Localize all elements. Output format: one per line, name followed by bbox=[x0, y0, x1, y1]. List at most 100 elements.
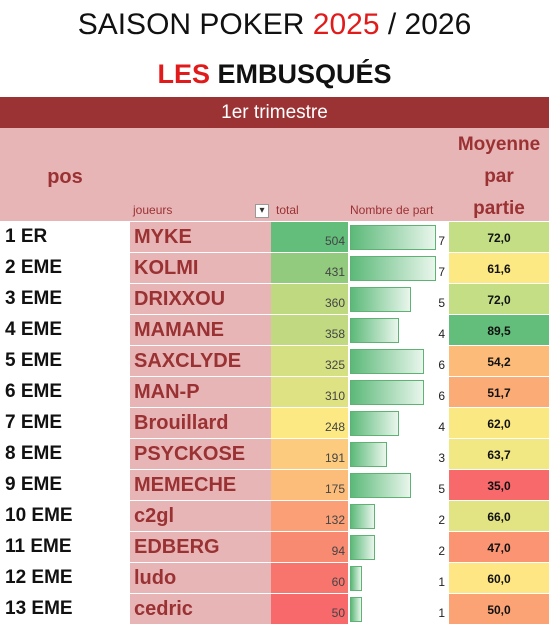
rank-cell[interactable]: 5 EME bbox=[0, 346, 130, 376]
parts-cell[interactable]: 5 bbox=[348, 470, 449, 500]
parts-cell[interactable]: 4 bbox=[348, 408, 449, 438]
parts-value: 1 bbox=[438, 606, 445, 620]
average-cell[interactable]: 35,0 bbox=[449, 470, 549, 500]
rank-cell[interactable]: 7 EME bbox=[0, 408, 130, 438]
total-cell[interactable]: 60 bbox=[271, 563, 348, 593]
rank-cell[interactable]: 13 EME bbox=[0, 594, 130, 624]
parts-databar bbox=[350, 442, 387, 467]
average-cell[interactable]: 72,0 bbox=[449, 284, 549, 314]
rank-cell[interactable]: 9 EME bbox=[0, 470, 130, 500]
total-cell[interactable]: 431 bbox=[271, 253, 348, 283]
parts-cell[interactable]: 2 bbox=[348, 501, 449, 531]
total-cell[interactable]: 325 bbox=[271, 346, 348, 376]
parts-value: 7 bbox=[438, 234, 445, 248]
player-name-cell[interactable]: MYKE bbox=[130, 222, 271, 252]
total-cell[interactable]: 504 bbox=[271, 222, 348, 252]
player-name-cell[interactable]: MEMECHE bbox=[130, 470, 271, 500]
header-joueurs[interactable]: joueurs ▾ bbox=[130, 128, 271, 221]
rank-cell[interactable]: 2 EME bbox=[0, 253, 130, 283]
rank-cell[interactable]: 8 EME bbox=[0, 439, 130, 469]
player-name-cell[interactable]: c2gl bbox=[130, 501, 271, 531]
table-row: 1 ER MYKE 504 7 72,0 bbox=[0, 221, 549, 252]
player-name-cell[interactable]: Brouillard bbox=[130, 408, 271, 438]
average-cell[interactable]: 54,2 bbox=[449, 346, 549, 376]
parts-cell[interactable]: 1 bbox=[348, 563, 449, 593]
total-cell[interactable]: 360 bbox=[271, 284, 348, 314]
parts-databar bbox=[350, 597, 362, 622]
title-year-end: / 2026 bbox=[379, 8, 472, 41]
average-cell[interactable]: 51,7 bbox=[449, 377, 549, 407]
player-name-cell[interactable]: DRIXXOU bbox=[130, 284, 271, 314]
average-cell[interactable]: 60,0 bbox=[449, 563, 549, 593]
header-parts[interactable]: Nombre de part bbox=[348, 128, 449, 221]
parts-cell[interactable]: 2 bbox=[348, 532, 449, 562]
average-cell[interactable]: 89,5 bbox=[449, 315, 549, 345]
total-cell[interactable]: 132 bbox=[271, 501, 348, 531]
average-cell[interactable]: 66,0 bbox=[449, 501, 549, 531]
parts-value: 2 bbox=[438, 544, 445, 558]
header-total[interactable]: total bbox=[271, 128, 348, 221]
header-moyenne[interactable]: Moyenne par partie bbox=[449, 128, 549, 221]
rank-cell[interactable]: 11 EME bbox=[0, 532, 130, 562]
player-name-cell[interactable]: PSYCKOSE bbox=[130, 439, 271, 469]
player-name-cell[interactable]: EDBERG bbox=[130, 532, 271, 562]
player-name-cell[interactable]: ludo bbox=[130, 563, 271, 593]
player-name-cell[interactable]: KOLMI bbox=[130, 253, 271, 283]
parts-cell[interactable]: 7 bbox=[348, 253, 449, 283]
average-cell[interactable]: 50,0 bbox=[449, 594, 549, 624]
table-row: 8 EME PSYCKOSE 191 3 63,7 bbox=[0, 438, 549, 469]
table-row: 7 EME Brouillard 248 4 62,0 bbox=[0, 407, 549, 438]
parts-databar bbox=[350, 349, 424, 374]
parts-value: 5 bbox=[438, 296, 445, 310]
header-parts-label: Nombre de part bbox=[350, 203, 434, 217]
average-cell[interactable]: 62,0 bbox=[449, 408, 549, 438]
total-cell[interactable]: 94 bbox=[271, 532, 348, 562]
parts-databar bbox=[350, 380, 424, 405]
total-cell[interactable]: 50 bbox=[271, 594, 348, 624]
table-row: 13 EME cedric 50 1 50,0 bbox=[0, 593, 549, 624]
rank-cell[interactable]: 12 EME bbox=[0, 563, 130, 593]
parts-cell[interactable]: 5 bbox=[348, 284, 449, 314]
parts-cell[interactable]: 6 bbox=[348, 346, 449, 376]
header-total-label: total bbox=[276, 203, 299, 217]
parts-value: 6 bbox=[438, 358, 445, 372]
total-cell[interactable]: 358 bbox=[271, 315, 348, 345]
rank-cell[interactable]: 6 EME bbox=[0, 377, 130, 407]
header-pos[interactable]: pos bbox=[0, 128, 130, 221]
parts-cell[interactable]: 7 bbox=[348, 222, 449, 252]
average-cell[interactable]: 63,7 bbox=[449, 439, 549, 469]
parts-value: 4 bbox=[438, 420, 445, 434]
total-cell[interactable]: 175 bbox=[271, 470, 348, 500]
period-banner: 1er trimestre bbox=[0, 97, 549, 128]
player-name-cell[interactable]: cedric bbox=[130, 594, 271, 624]
average-cell[interactable]: 47,0 bbox=[449, 532, 549, 562]
parts-value: 1 bbox=[438, 575, 445, 589]
total-cell[interactable]: 310 bbox=[271, 377, 348, 407]
player-name-cell[interactable]: MAN-P bbox=[130, 377, 271, 407]
dropdown-filter-icon[interactable]: ▾ bbox=[255, 204, 269, 218]
rank-cell[interactable]: 10 EME bbox=[0, 501, 130, 531]
parts-databar bbox=[350, 256, 436, 281]
title-year: 2025 bbox=[312, 8, 380, 41]
average-cell[interactable]: 61,6 bbox=[449, 253, 549, 283]
table-row: 11 EME EDBERG 94 2 47,0 bbox=[0, 531, 549, 562]
table-row: 3 EME DRIXXOU 360 5 72,0 bbox=[0, 283, 549, 314]
table-row: 9 EME MEMECHE 175 5 35,0 bbox=[0, 469, 549, 500]
rank-cell[interactable]: 3 EME bbox=[0, 284, 130, 314]
parts-value: 6 bbox=[438, 389, 445, 403]
average-cell[interactable]: 72,0 bbox=[449, 222, 549, 252]
parts-databar bbox=[350, 411, 399, 436]
total-cell[interactable]: 248 bbox=[271, 408, 348, 438]
rank-cell[interactable]: 1 ER bbox=[0, 222, 130, 252]
player-name-cell[interactable]: MAMANE bbox=[130, 315, 271, 345]
page-title: SAISON POKER 2025 / 2026 bbox=[0, 0, 549, 50]
total-cell[interactable]: 191 bbox=[271, 439, 348, 469]
rank-cell[interactable]: 4 EME bbox=[0, 315, 130, 345]
parts-cell[interactable]: 6 bbox=[348, 377, 449, 407]
parts-databar bbox=[350, 287, 411, 312]
parts-cell[interactable]: 3 bbox=[348, 439, 449, 469]
parts-databar bbox=[350, 225, 436, 250]
parts-cell[interactable]: 4 bbox=[348, 315, 449, 345]
player-name-cell[interactable]: SAXCLYDE bbox=[130, 346, 271, 376]
parts-cell[interactable]: 1 bbox=[348, 594, 449, 624]
